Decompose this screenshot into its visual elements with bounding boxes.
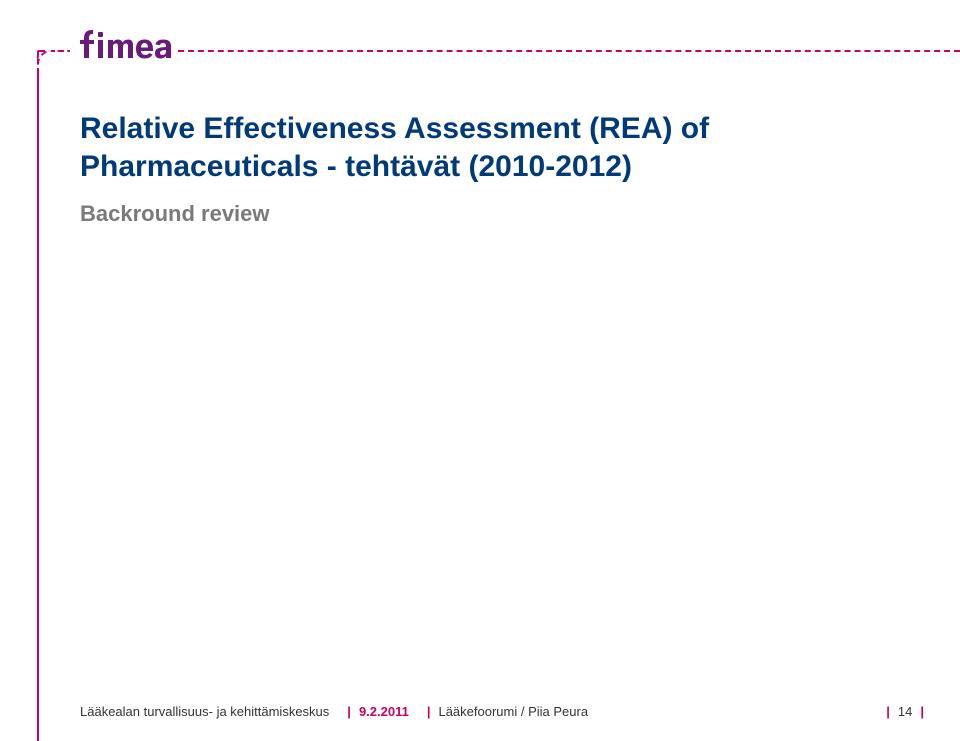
fimea-logo [78,28,172,62]
footer-sep-2: | [427,704,431,719]
border-top-right [178,50,960,52]
footer-page: 14 [898,704,912,719]
footer-sep-1: | [347,704,351,719]
footer-date: 9.2.2011 [359,704,409,719]
border-corner [37,50,55,68]
footer-talk: Lääkefoorumi / Piia Peura [438,704,588,719]
title-line-1: Relative Effectiveness Assessment (REA) … [80,112,709,145]
slide-title: Relative Effectiveness Assessment (REA) … [80,110,920,185]
slide-content: Relative Effectiveness Assessment (REA) … [80,110,920,227]
footer-sep-3: | [886,704,890,719]
fimea-logo-svg [78,28,172,62]
border-left [37,50,39,741]
title-line-2: Pharmaceuticals - tehtävät (2010-2012) [80,150,632,183]
footer-org: Lääkealan turvallisuus- ja kehittämiskes… [80,704,329,719]
slide: Relative Effectiveness Assessment (REA) … [0,0,960,741]
footer-sep-4: | [920,704,924,719]
slide-footer: Lääkealan turvallisuus- ja kehittämiskes… [80,704,932,719]
slide-subtitle: Backround review [80,201,920,227]
